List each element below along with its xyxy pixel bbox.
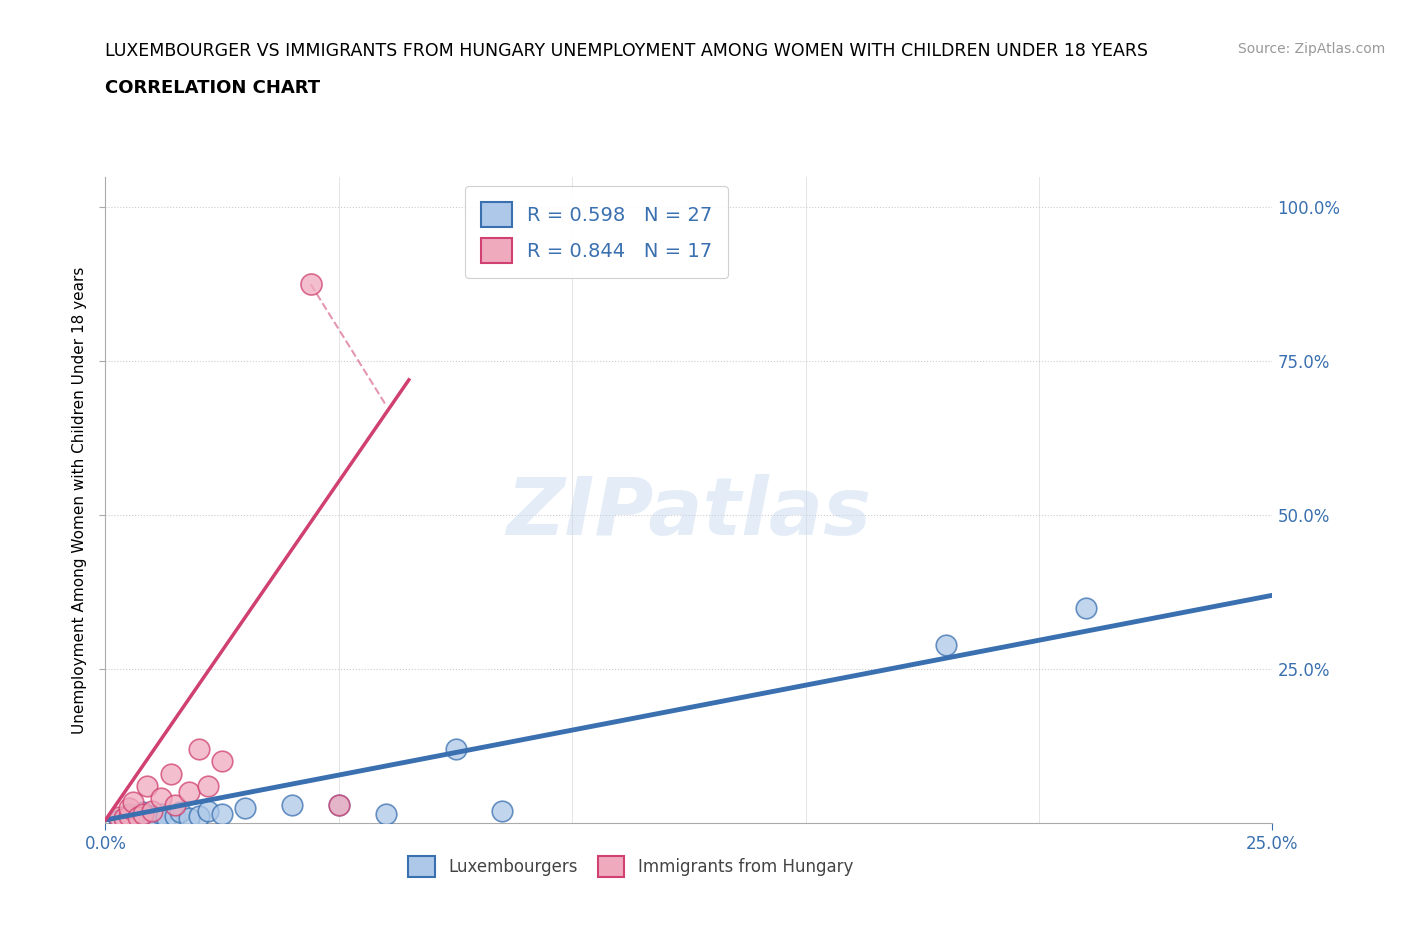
Point (211, 806, 233, 821)
Text: CORRELATION CHART: CORRELATION CHART (105, 79, 321, 97)
Point (444, 742, 467, 757)
Text: LUXEMBOURGER VS IMMIGRANTS FROM HUNGARY UNEMPLOYMENT AMONG WOMEN WITH CHILDREN U: LUXEMBOURGER VS IMMIGRANTS FROM HUNGARY … (105, 42, 1149, 60)
Point (118, 809, 141, 824)
Point (197, 804, 219, 818)
Text: Source: ZipAtlas.com: Source: ZipAtlas.com (1237, 42, 1385, 56)
Point (235, 800, 257, 815)
Point (187, 808, 209, 823)
Point (935, 637, 957, 652)
Point (281, 797, 304, 812)
Point (179, 811, 201, 826)
Point (179, 785, 201, 800)
Point (108, 813, 131, 828)
Point (112, 811, 135, 826)
Point (108, 809, 131, 824)
Point (150, 806, 173, 821)
Point (155, 809, 177, 824)
Point (127, 811, 149, 826)
Point (132, 806, 155, 821)
Point (328, 797, 350, 812)
Point (491, 804, 513, 818)
Point (132, 804, 155, 819)
Point (299, 277, 322, 292)
Point (127, 809, 149, 824)
Point (118, 808, 141, 823)
Text: ZIPatlas: ZIPatlas (506, 473, 872, 551)
Point (159, 766, 181, 781)
Point (169, 804, 191, 819)
Legend: Luxembourgers, Immigrants from Hungary: Luxembourgers, Immigrants from Hungary (396, 844, 865, 889)
Point (136, 778, 159, 793)
Point (122, 808, 145, 823)
Point (118, 806, 141, 821)
Point (165, 808, 187, 823)
Point (374, 806, 396, 821)
Point (122, 813, 145, 828)
Point (112, 811, 135, 826)
Point (165, 797, 187, 812)
Point (328, 797, 350, 812)
Point (150, 791, 173, 806)
Y-axis label: Unemployment Among Women with Children Under 18 years: Unemployment Among Women with Children U… (72, 266, 87, 734)
Point (187, 742, 209, 757)
Point (146, 811, 169, 826)
Point (122, 794, 145, 809)
Point (211, 754, 233, 769)
Point (197, 778, 219, 793)
Point (141, 804, 163, 818)
Point (118, 800, 141, 815)
Point (136, 809, 159, 824)
Point (1074, 600, 1097, 615)
Point (141, 808, 163, 823)
